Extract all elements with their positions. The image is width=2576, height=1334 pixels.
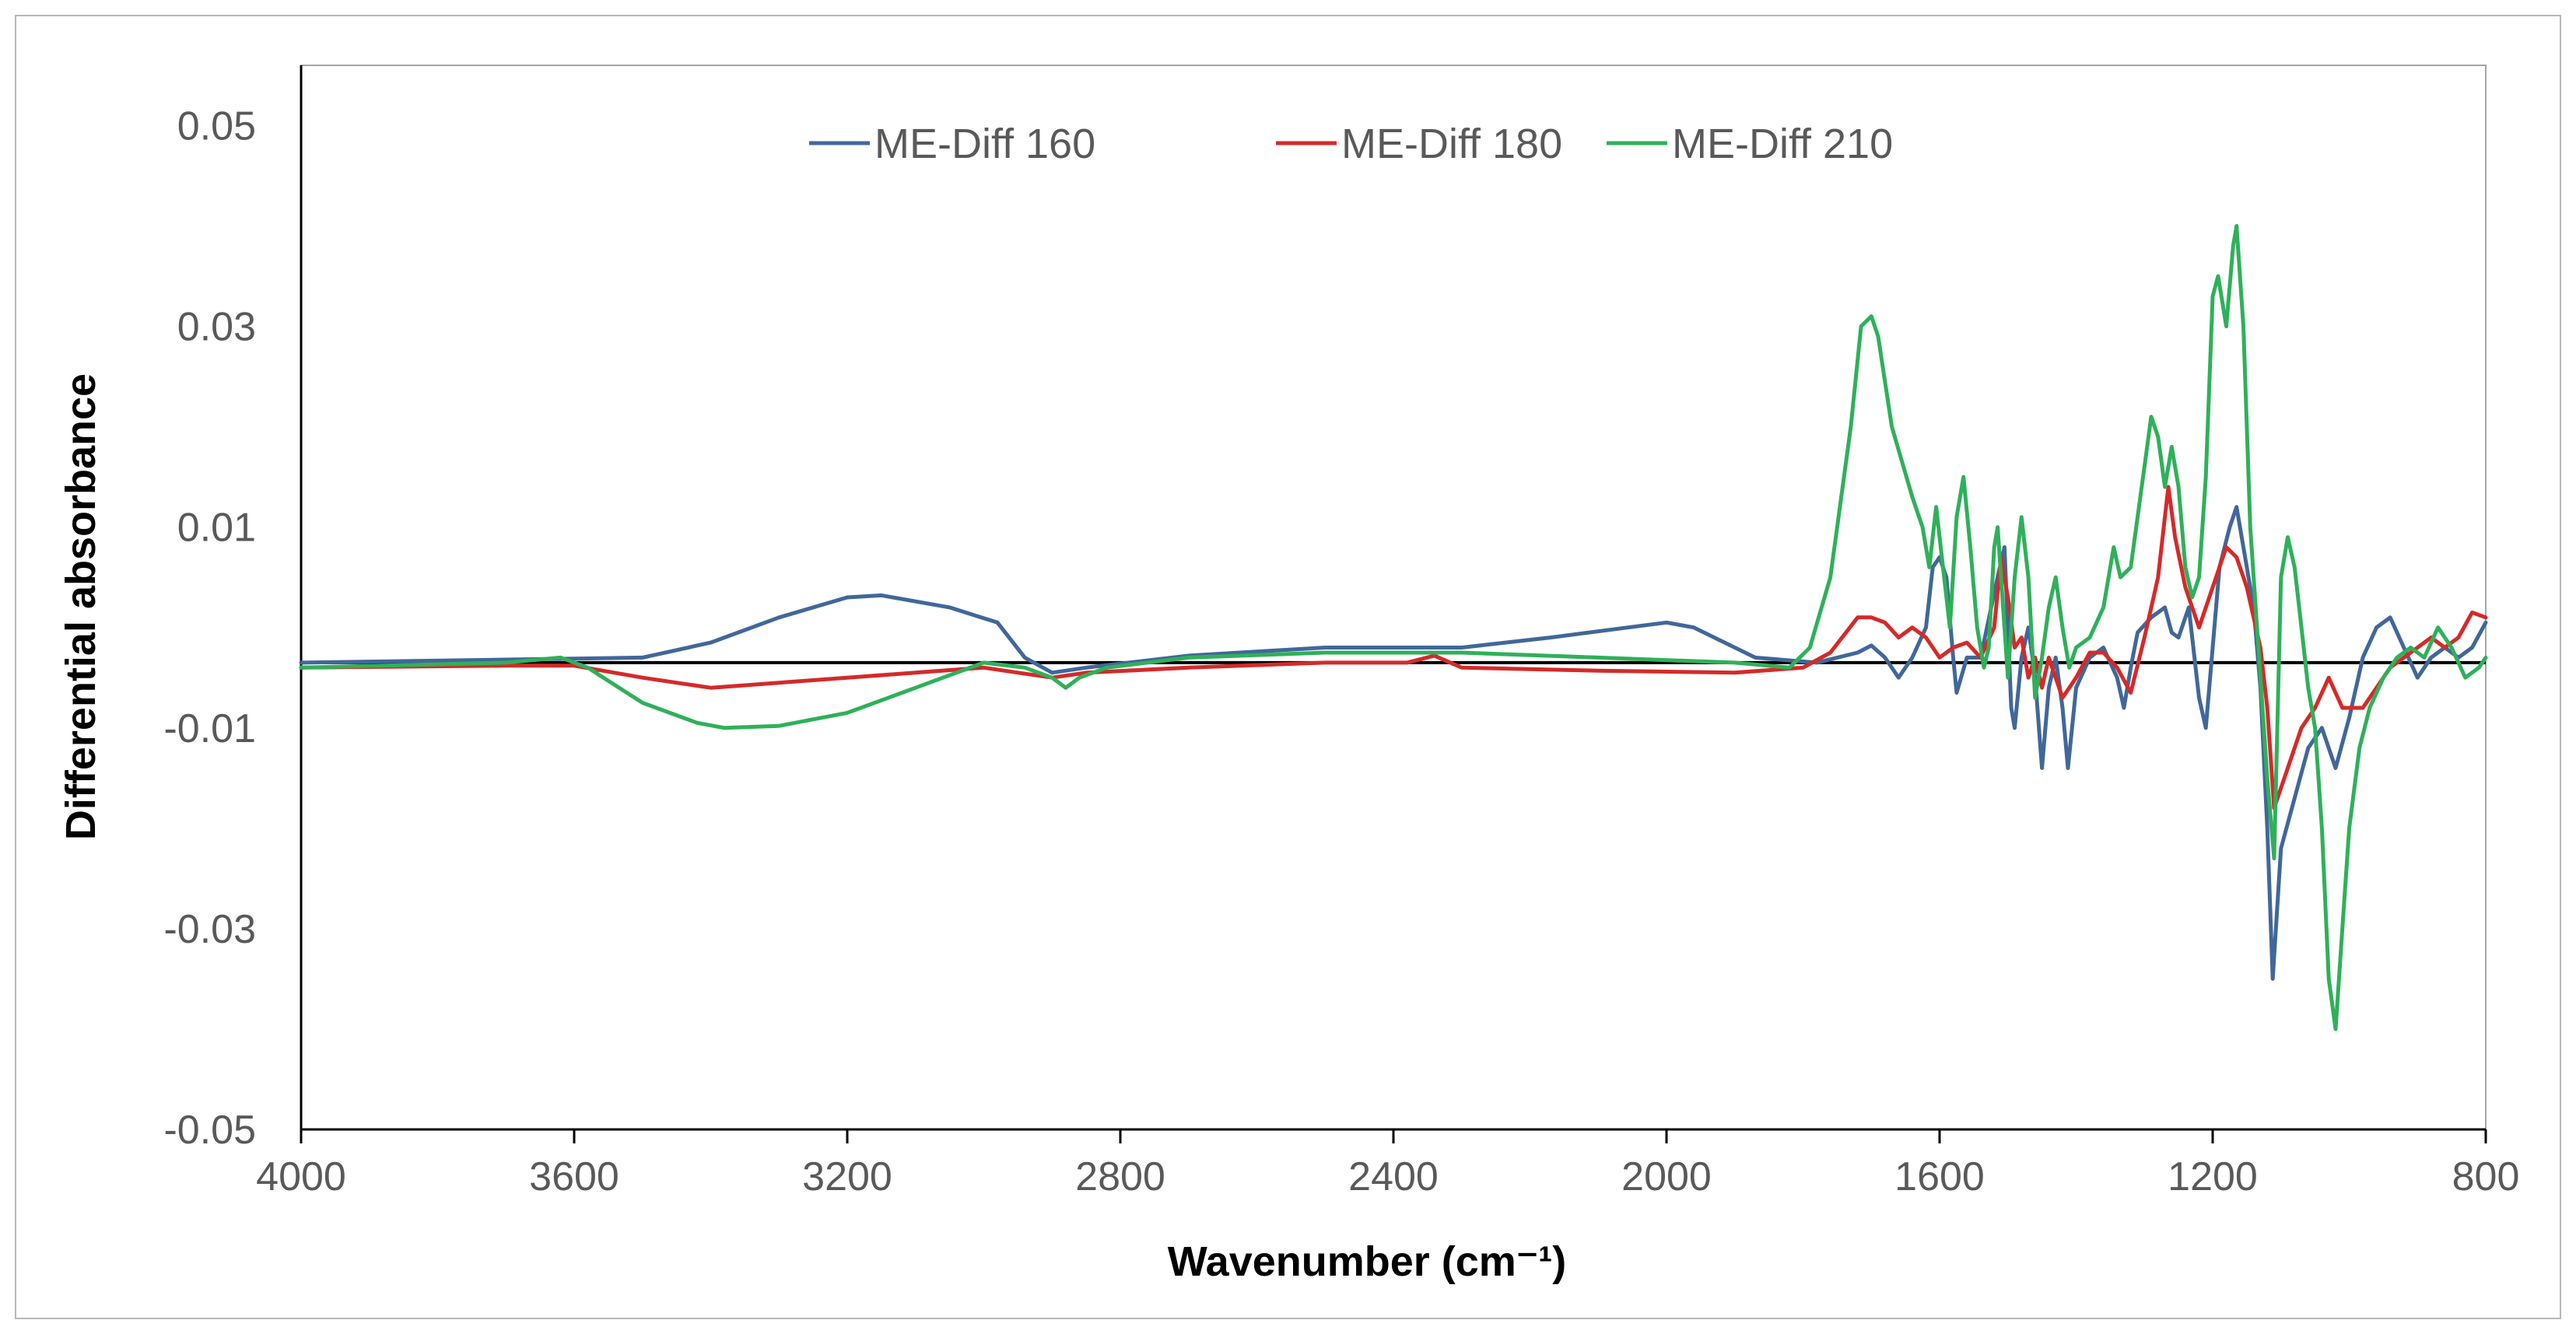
legend-label-2: ME-Diff 180 bbox=[1341, 121, 1562, 167]
x-axis-title: Wavenumber (cm⁻¹) bbox=[1168, 1238, 1567, 1285]
y-tick-label: -0.05 bbox=[163, 1108, 256, 1153]
y-axis-title: Differential absorbance bbox=[58, 373, 104, 840]
y-tick-label: -0.03 bbox=[163, 907, 256, 952]
y-axis-ticks: -0.05 -0.03 -0.01 0.01 0.03 0.05 bbox=[163, 103, 256, 1153]
legend-label-3: ME-Diff 210 bbox=[1672, 121, 1893, 167]
legend-label-1: ME-Diff 160 bbox=[874, 121, 1095, 167]
y-tick-label: 0.05 bbox=[177, 103, 256, 149]
series-line-3 bbox=[299, 224, 2488, 1031]
chart-frame bbox=[15, 15, 2561, 1319]
x-axis-ticks: 4000 3600 3200 2800 2400 2000 1600 1200 800 bbox=[256, 1129, 2519, 1199]
x-tick-label: 4000 bbox=[256, 1154, 346, 1199]
x-tick-label: 800 bbox=[2452, 1154, 2520, 1199]
x-tick-label: 2000 bbox=[1621, 1154, 1712, 1199]
x-tick-label: 1200 bbox=[2168, 1154, 2258, 1199]
series-group bbox=[299, 224, 2488, 1031]
x-tick-label: 2800 bbox=[1075, 1154, 1165, 1199]
x-tick-label: 3600 bbox=[529, 1154, 619, 1199]
series-line-1 bbox=[299, 505, 2488, 981]
x-tick-label: 1600 bbox=[1894, 1154, 1985, 1199]
y-tick-label: 0.03 bbox=[177, 305, 256, 350]
y-tick-label: 0.01 bbox=[177, 506, 256, 551]
legend: ME-Diff 160 ME-Diff 180 ME-Diff 210 bbox=[809, 121, 1893, 167]
y-tick-label: -0.01 bbox=[163, 706, 256, 751]
x-tick-label: 3200 bbox=[802, 1154, 892, 1199]
x-tick-label: 2400 bbox=[1348, 1154, 1439, 1199]
